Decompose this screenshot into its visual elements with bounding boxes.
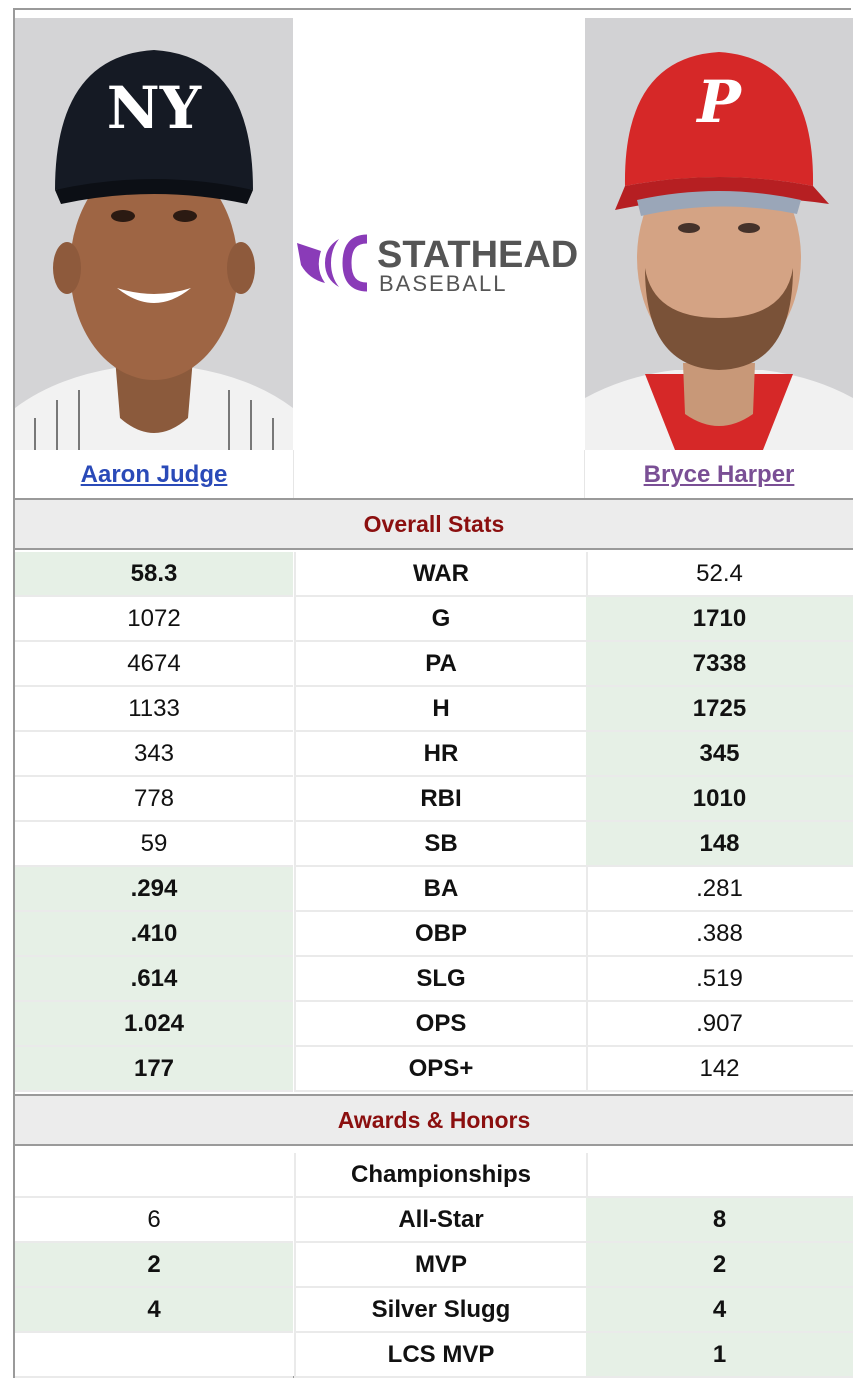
player-left-value: .614 (15, 957, 293, 1002)
stat-row: 177 OPS+ 142 (15, 1047, 853, 1092)
stat-row: 4674 PA 7338 (15, 642, 853, 687)
svg-text:STATHEAD: STATHEAD (377, 234, 578, 276)
stat-label: G (294, 597, 588, 642)
stathead-logo-mark: STATHEAD BASEBALL (297, 234, 578, 296)
player-right-value: 345 (586, 732, 853, 777)
aaron-judge-headshot: NY (15, 18, 293, 450)
player-right-value: 1 (586, 1333, 853, 1378)
player-right-value: .519 (586, 957, 853, 1002)
stat-row: .410 OBP .388 (15, 912, 853, 957)
player-right-value: 4 (586, 1288, 853, 1333)
svg-text:BASEBALL: BASEBALL (379, 271, 508, 296)
stat-label: HR (294, 732, 588, 777)
stat-row: 1.024 OPS .907 (15, 1002, 853, 1047)
player-link-bryce-harper[interactable]: Bryce Harper (643, 461, 795, 488)
stat-row: 4 Silver Slugg 4 (15, 1288, 853, 1333)
stat-row: .294 BA .281 (15, 867, 853, 912)
stat-row: Championships (15, 1153, 853, 1198)
player-left-value: 343 (15, 732, 293, 777)
player-left-value: 2 (15, 1243, 293, 1288)
stat-row: 59 SB 148 (15, 822, 853, 867)
bryce-harper-headshot: P (585, 18, 853, 450)
divider (584, 450, 585, 500)
comparison-table: NY P (13, 8, 853, 1378)
stathead-baseball-logo: STATHEAD BASEBALL (295, 225, 585, 297)
stat-row: 2 MVP 2 (15, 1243, 853, 1288)
player-left-value: .294 (15, 867, 293, 912)
stat-label: OPS+ (294, 1047, 588, 1092)
stat-label: OBP (294, 912, 588, 957)
player-left-value: 177 (15, 1047, 293, 1092)
stat-label: LCS MVP (294, 1333, 588, 1378)
player-right-value: .907 (586, 1002, 853, 1047)
stat-row: 343 HR 345 (15, 732, 853, 777)
player-right-value: 1010 (586, 777, 853, 822)
player-left-value: .410 (15, 912, 293, 957)
stat-row: .614 SLG .519 (15, 957, 853, 1002)
stat-label: SLG (294, 957, 588, 1002)
section-header-awards: Awards & Honors (15, 1094, 853, 1146)
player-right-value: 7338 (586, 642, 853, 687)
stat-label: WAR (294, 552, 588, 597)
divider (293, 450, 294, 500)
player-left-value: 6 (15, 1198, 293, 1243)
stat-row: 1133 H 1725 (15, 687, 853, 732)
player-left-value: 1133 (15, 687, 293, 732)
stat-row: 58.3 WAR 52.4 (15, 552, 853, 597)
stat-row: 778 RBI 1010 (15, 777, 853, 822)
stat-label: SB (294, 822, 588, 867)
stat-label: BA (294, 867, 588, 912)
stat-label: PA (294, 642, 588, 687)
stat-label: Silver Slugg (294, 1288, 588, 1333)
player-right-value: 148 (586, 822, 853, 867)
player-right-value: 142 (586, 1047, 853, 1092)
player-header-row: NY P (15, 10, 853, 502)
stat-label: RBI (294, 777, 588, 822)
player-right-value (586, 1153, 853, 1198)
player-left-value: 4 (15, 1288, 293, 1333)
player-right-value: .281 (586, 867, 853, 912)
stat-label: Championships (294, 1153, 588, 1198)
player-right-value: 1725 (586, 687, 853, 732)
stat-label: OPS (294, 1002, 588, 1047)
player-left-value: 58.3 (15, 552, 293, 597)
player-left-value: 778 (15, 777, 293, 822)
svg-text:NY: NY (107, 74, 202, 142)
player-name-cell-left: Aaron Judge (15, 450, 293, 500)
player-left-value (15, 1153, 293, 1198)
stat-row: 1072 G 1710 (15, 597, 853, 642)
player-photo-left: NY (15, 18, 293, 450)
player-right-value: 2 (586, 1243, 853, 1288)
stat-label: MVP (294, 1243, 588, 1288)
player-left-value: 59 (15, 822, 293, 867)
player-right-value: 52.4 (586, 552, 853, 597)
player-left-value: 4674 (15, 642, 293, 687)
player-left-value (15, 1333, 293, 1378)
stat-label: H (294, 687, 588, 732)
player-right-value: 1710 (586, 597, 853, 642)
player-photo-right: P (585, 18, 853, 450)
player-name-cell-right: Bryce Harper (585, 450, 853, 500)
stat-row: 6 All-Star 8 (15, 1198, 853, 1243)
player-link-aaron-judge[interactable]: Aaron Judge (80, 461, 228, 488)
player-right-value: .388 (586, 912, 853, 957)
stat-row: LCS MVP 1 (15, 1333, 853, 1378)
section-header-overall-stats: Overall Stats (15, 498, 853, 550)
player-left-value: 1.024 (15, 1002, 293, 1047)
player-right-value: 8 (586, 1198, 853, 1243)
svg-text:P: P (695, 68, 742, 136)
player-left-value: 1072 (15, 597, 293, 642)
stat-label: All-Star (294, 1198, 588, 1243)
